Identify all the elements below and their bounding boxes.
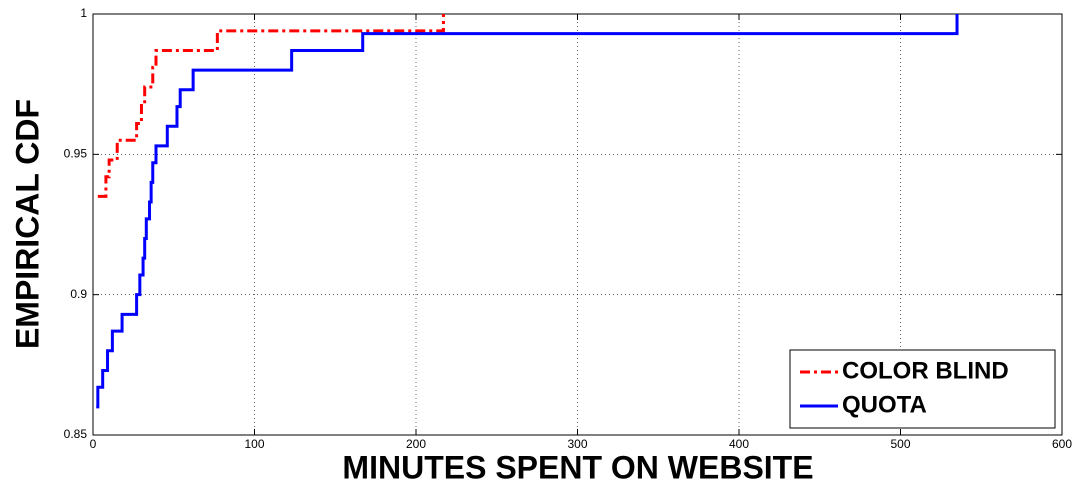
x-tick-label: 400: [729, 437, 749, 451]
x-tick-label: 600: [1052, 437, 1072, 451]
y-tick-label: 0.9: [70, 287, 87, 301]
x-tick-label: 0: [90, 437, 97, 451]
series-line: [97, 14, 445, 198]
x-tick-label: 100: [244, 437, 264, 451]
x-axis-label: MINUTES SPENT ON WEBSITE: [342, 449, 813, 485]
x-tick-label: 300: [567, 437, 587, 451]
legend-label: COLOR BLIND: [842, 357, 1009, 384]
x-tick-label: 500: [890, 437, 910, 451]
legend-label: QUOTA: [842, 391, 927, 418]
x-tick-label: 200: [406, 437, 426, 451]
series-line: [96, 14, 959, 409]
legend-box: [789, 349, 1056, 429]
y-axis-label: EMPIRICAL CDF: [9, 99, 45, 349]
y-tick-label: 0.95: [64, 147, 88, 161]
plot-frame: [92, 13, 1063, 436]
y-tick-label: 1: [80, 6, 87, 20]
y-tick-label: 0.85: [64, 427, 88, 441]
